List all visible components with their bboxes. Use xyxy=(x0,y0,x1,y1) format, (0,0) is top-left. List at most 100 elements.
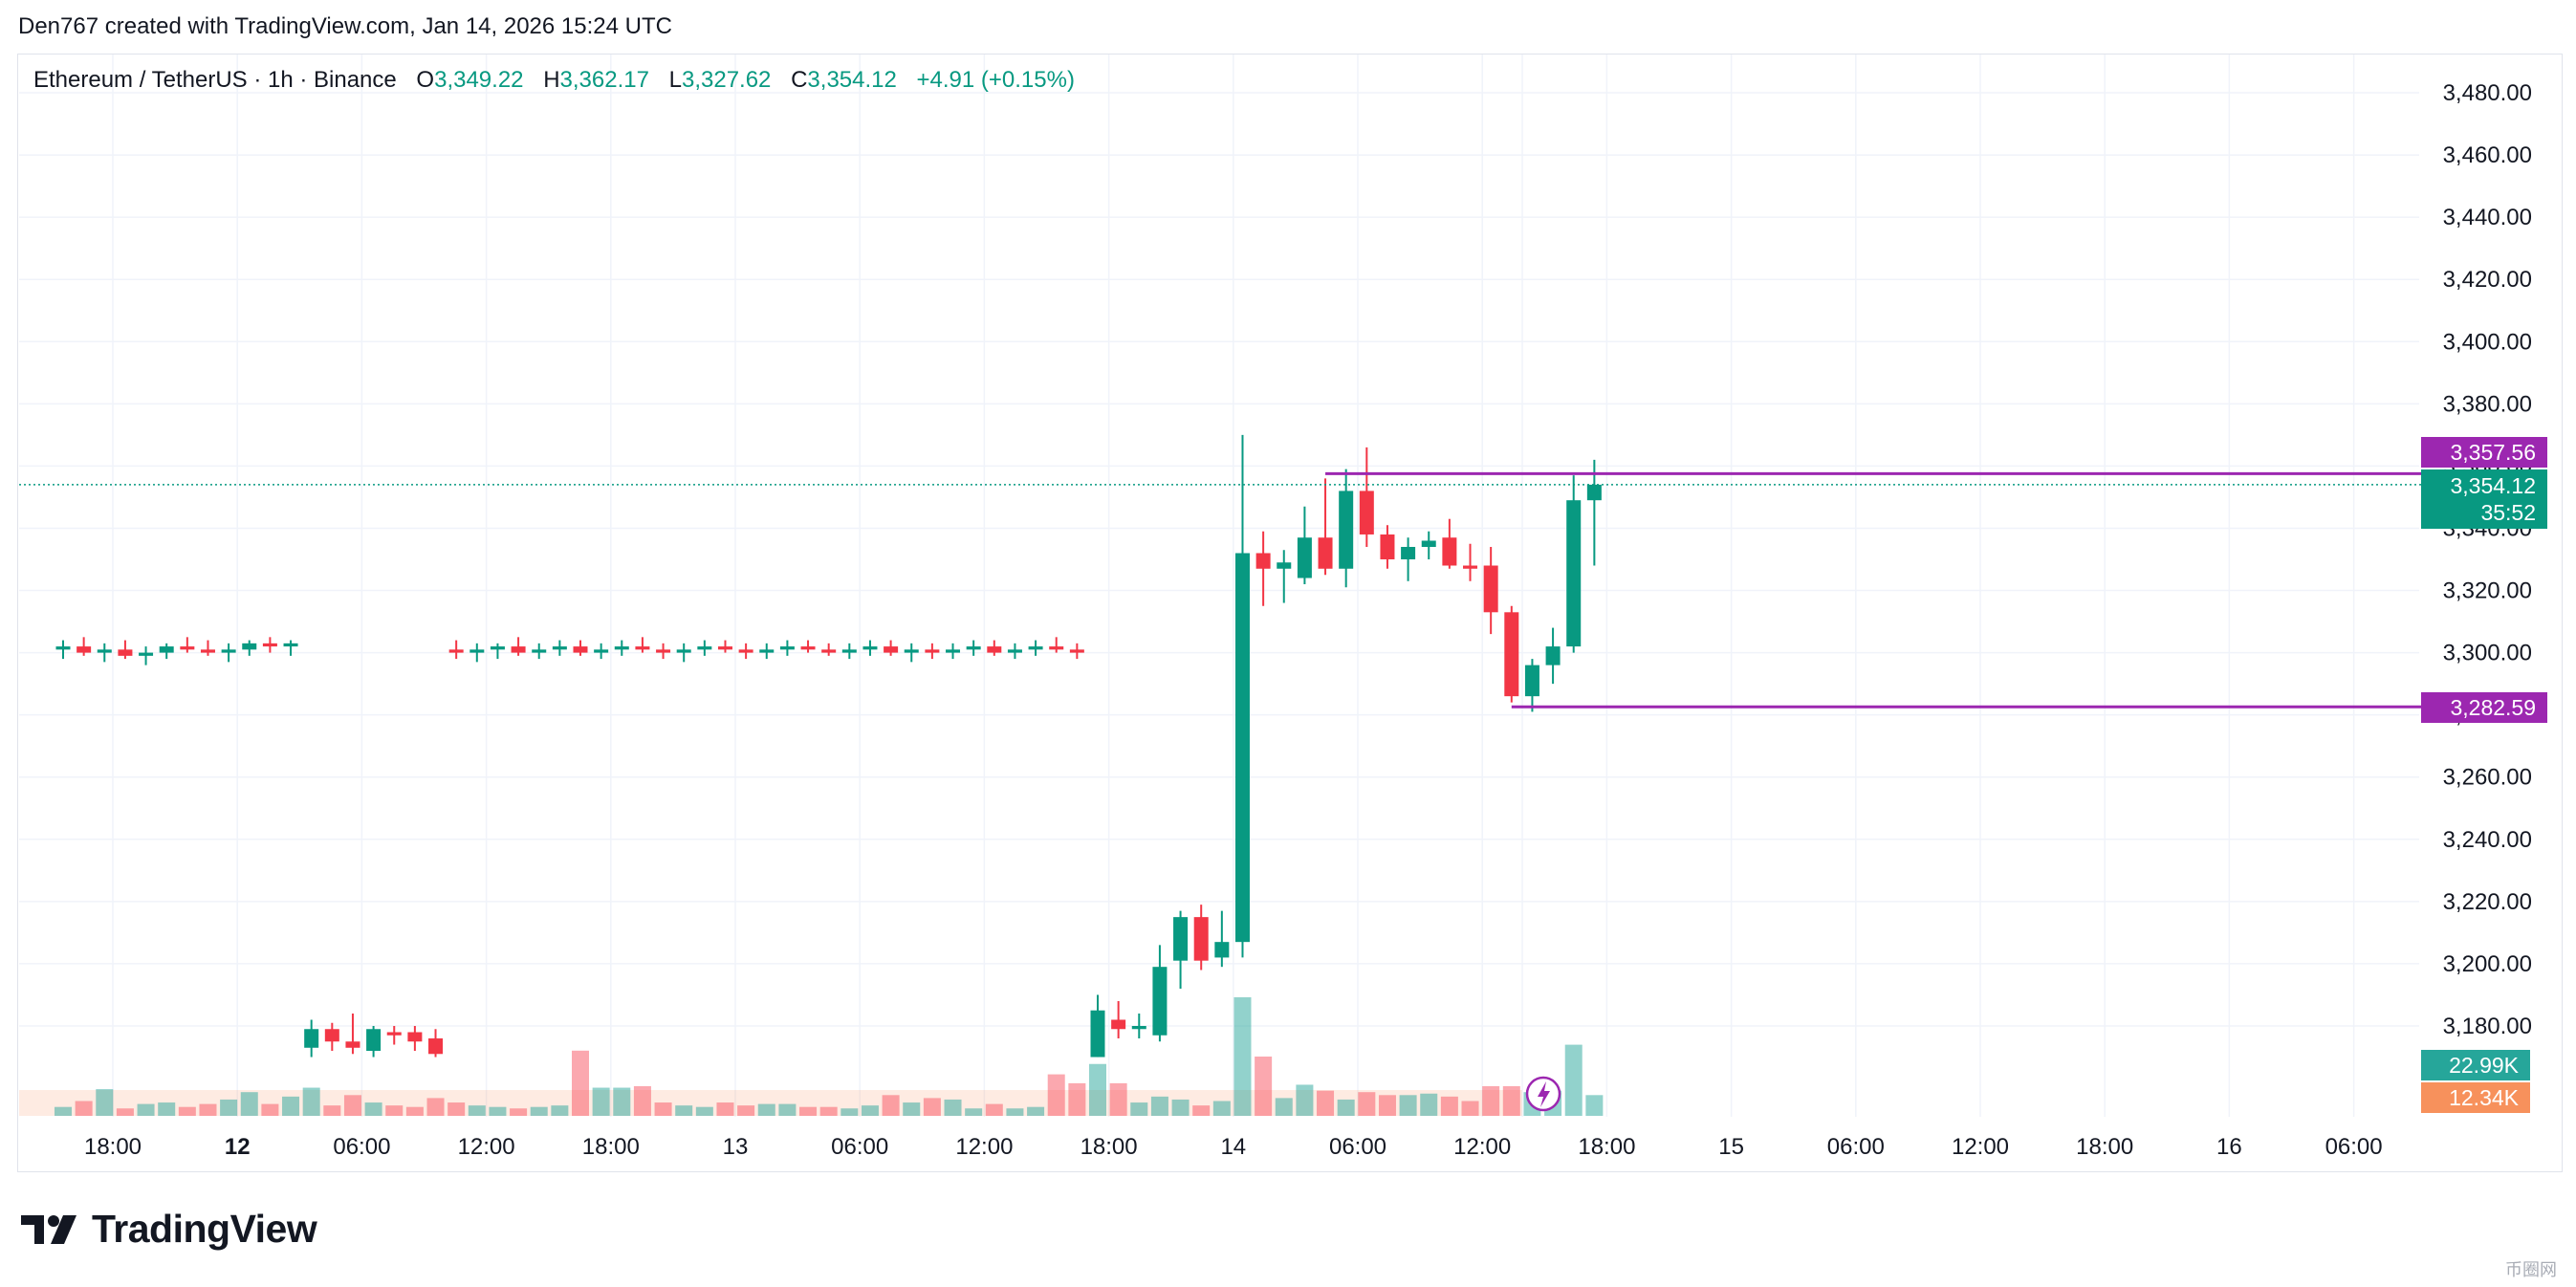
volume-bar xyxy=(282,1096,300,1116)
time-tick-label: 18:00 xyxy=(84,1134,142,1160)
candle-body xyxy=(1173,917,1189,961)
time-tick-label: 15 xyxy=(1718,1134,1744,1160)
tradingview-mark-icon xyxy=(21,1214,76,1244)
volume-bar xyxy=(1233,997,1252,1116)
candle-body xyxy=(697,646,712,650)
volume-bar xyxy=(199,1103,217,1116)
candle-body xyxy=(1297,537,1312,578)
ohlc-legend: Ethereum / TetherUS · 1h · Binance O3,34… xyxy=(33,67,1075,94)
volume-bar xyxy=(1130,1102,1148,1116)
time-axis: 18:00 12 06:00 12:00 18:00 13 06:00 12:00 18:00 1… xyxy=(84,1134,2383,1160)
candle-body xyxy=(180,646,195,650)
candle-body xyxy=(884,646,899,653)
volume-bar xyxy=(1089,1063,1106,1116)
volume-bar xyxy=(572,1050,589,1116)
symbol-label[interactable]: Ethereum / TetherUS · 1h · Binance xyxy=(33,67,397,93)
tradingview-logo[interactable]: TradingView xyxy=(21,1207,317,1252)
candle-body xyxy=(1152,967,1168,1036)
time-tick-label: 06:00 xyxy=(831,1134,888,1160)
volume-bar xyxy=(1068,1082,1086,1116)
candle-body xyxy=(139,652,154,656)
candle-body xyxy=(1214,942,1230,958)
time-tick-label: 12:00 xyxy=(458,1134,515,1160)
close-label: C xyxy=(791,67,808,93)
resistance-price-tag: 3,357.56 xyxy=(2421,437,2547,468)
volume-bar xyxy=(1317,1090,1335,1116)
volume-bar xyxy=(426,1098,445,1116)
candle-body xyxy=(1090,1010,1105,1058)
candles xyxy=(55,434,1602,1058)
volume-bar xyxy=(882,1095,900,1116)
candle-body xyxy=(987,646,1002,653)
candle-body xyxy=(366,1029,382,1052)
chart-frame xyxy=(17,54,2563,1172)
volume-bar xyxy=(1420,1093,1438,1116)
volume-bar xyxy=(178,1106,196,1116)
volume-bar xyxy=(1337,1099,1355,1116)
candle-body xyxy=(221,649,236,653)
candle-body xyxy=(904,649,919,653)
price-tick-label: 3,460.00 xyxy=(2443,142,2532,168)
candle-body xyxy=(1524,665,1539,697)
price-tick-label: 3,260.00 xyxy=(2443,765,2532,791)
volume-bar xyxy=(385,1105,404,1116)
time-tick-label: 18:00 xyxy=(1081,1134,1138,1160)
time-tick-label: 12:00 xyxy=(1453,1134,1511,1160)
volume-bar xyxy=(1440,1096,1458,1116)
candle-body xyxy=(635,646,650,650)
open-label: O xyxy=(416,67,435,93)
candle-body xyxy=(573,646,588,653)
candle-body xyxy=(511,646,526,653)
tradingview-wordmark: TradingView xyxy=(92,1207,317,1251)
price-tick-label: 3,300.00 xyxy=(2443,641,2532,666)
volume-bar xyxy=(323,1105,341,1116)
candle-body xyxy=(1545,646,1561,665)
candle-body xyxy=(1442,537,1457,566)
price-tick-label: 3,320.00 xyxy=(2443,578,2532,604)
volume-bar xyxy=(1006,1108,1024,1116)
volume-bar xyxy=(302,1087,320,1116)
lightning-icon[interactable] xyxy=(1525,1076,1561,1112)
candle-body xyxy=(386,1032,402,1036)
volume-bar xyxy=(343,1095,361,1116)
candle-body xyxy=(304,1029,319,1048)
volume-bar xyxy=(96,1089,114,1116)
horizontal-levels xyxy=(19,471,2421,709)
time-tick-label: 13 xyxy=(723,1134,749,1160)
time-tick-label: 18:00 xyxy=(1578,1134,1635,1160)
candle-body xyxy=(1339,491,1354,569)
candle-body xyxy=(428,1038,444,1055)
time-tick-label: 12:00 xyxy=(955,1134,1013,1160)
candle-body xyxy=(262,643,277,647)
support-price-tag: 3,282.59 xyxy=(2421,692,2547,723)
volume-bar xyxy=(799,1106,818,1116)
volume-bar xyxy=(757,1103,775,1116)
high-value: 3,362.17 xyxy=(559,67,649,93)
volume-bar xyxy=(158,1102,176,1116)
candle-body xyxy=(1483,565,1498,613)
candle-body xyxy=(779,646,795,650)
volume-bar xyxy=(654,1102,672,1116)
price-tick-label: 3,220.00 xyxy=(2443,889,2532,915)
volume-bar xyxy=(510,1108,528,1116)
time-tick-label: 06:00 xyxy=(333,1134,390,1160)
volume-bar xyxy=(448,1102,466,1116)
candle-body xyxy=(324,1029,339,1042)
corner-watermark: 币圈网 xyxy=(2505,1260,2557,1279)
volume-bar xyxy=(613,1087,631,1116)
volume-up-tag: 22.99K xyxy=(2421,1050,2530,1080)
volume-bar xyxy=(1275,1098,1293,1116)
candle-body xyxy=(1586,484,1602,501)
candle-body xyxy=(1234,553,1250,943)
volume-bar xyxy=(1461,1101,1479,1116)
volume-bar xyxy=(903,1102,921,1116)
volume-bar xyxy=(923,1098,941,1116)
volume-bar xyxy=(778,1103,797,1116)
volume-bar xyxy=(551,1105,569,1116)
candle-body xyxy=(738,649,753,653)
candle-body xyxy=(1277,562,1292,569)
volume-bar xyxy=(1482,1086,1500,1116)
candle-body xyxy=(946,649,961,653)
candle-body xyxy=(283,643,298,647)
